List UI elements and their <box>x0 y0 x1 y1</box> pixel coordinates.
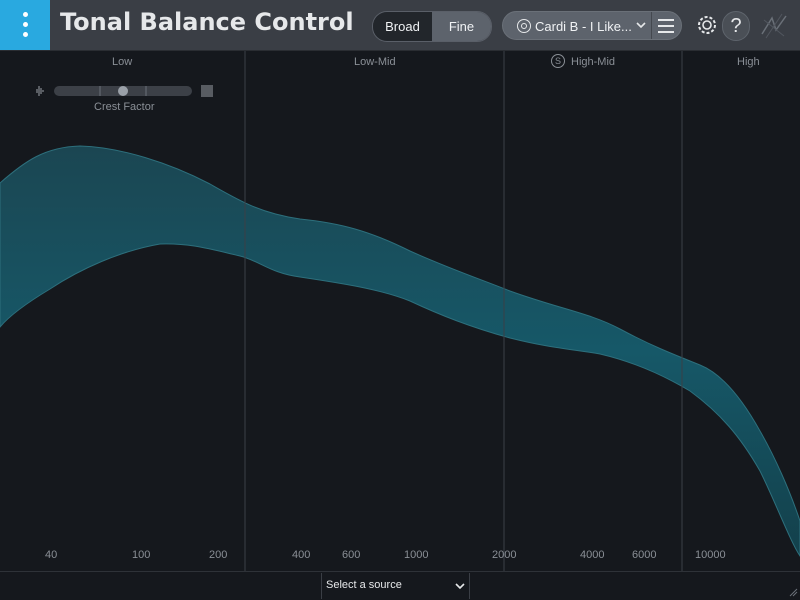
band-label-high-mid: High-Mid <box>571 56 616 68</box>
preset-name: Cardi B - I Like... <box>535 19 632 34</box>
band-label-low-mid: Low-Mid <box>354 56 396 68</box>
crest-low-icon <box>36 86 44 96</box>
band-label-high: High <box>737 56 760 68</box>
solo-icon[interactable]: S <box>551 54 565 68</box>
freq-tick-label: 1000 <box>404 549 429 561</box>
freq-tick-label: 200 <box>209 549 228 561</box>
crest-high-icon <box>201 85 213 97</box>
help-icon[interactable]: ? <box>722 11 750 41</box>
target-icon <box>517 19 531 33</box>
tonal-balance-graph <box>0 51 800 571</box>
chevron-down-icon <box>455 583 465 590</box>
resize-handle-icon[interactable] <box>788 587 798 597</box>
broad-button[interactable]: Broad <box>373 12 432 41</box>
target-range-band <box>0 145 800 557</box>
source-select-label: Select a source <box>326 579 402 591</box>
band-label-low: Low <box>112 56 133 68</box>
view-toggle: Broad Fine <box>372 11 492 42</box>
freq-tick-label: 6000 <box>632 549 657 561</box>
freq-tick-label: 40 <box>45 549 58 561</box>
freq-tick-label: 4000 <box>580 549 605 561</box>
crest-factor-handle[interactable] <box>118 86 128 96</box>
fine-button[interactable]: Fine <box>432 12 491 41</box>
izotope-logo-icon[interactable] <box>0 0 50 50</box>
app-title: Tonal Balance Control <box>60 8 354 36</box>
freq-tick-label: 600 <box>342 549 361 561</box>
freq-tick-label: 100 <box>132 549 151 561</box>
freq-tick-label: 400 <box>292 549 311 561</box>
brand-icon[interactable] <box>758 10 790 42</box>
freq-tick-label: 10000 <box>695 549 726 561</box>
chevron-down-icon[interactable] <box>635 19 647 31</box>
source-select[interactable]: Select a source <box>321 573 470 599</box>
divider <box>651 12 652 39</box>
freq-tick-label: 2000 <box>492 549 517 561</box>
gear-icon[interactable] <box>694 12 720 38</box>
crest-factor-label: Crest Factor <box>94 101 155 113</box>
header-bar: Tonal Balance Control Broad Fine Cardi B… <box>0 0 800 51</box>
target-preset-dropdown[interactable]: Cardi B - I Like... <box>502 11 682 40</box>
hamburger-menu-icon[interactable] <box>658 19 674 37</box>
